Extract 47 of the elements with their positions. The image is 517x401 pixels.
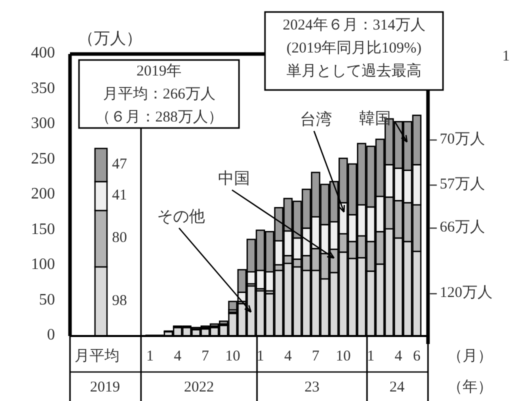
text: 台湾 (300, 110, 332, 129)
x-tick-label: 4 (284, 348, 292, 364)
x-tick-label: 7 (312, 348, 320, 364)
x-tick-label: 月平均 (74, 347, 120, 364)
x-tick-label: 4 (394, 348, 403, 364)
data-label: 41 (112, 187, 127, 204)
y-axis-title: （万人） (78, 30, 142, 48)
text: 2022 (184, 379, 214, 396)
y-tick-label: 100 (31, 256, 55, 274)
annotation: 70万人 (440, 131, 485, 148)
x-tick-label: 1 (367, 348, 375, 364)
x-tick-label: 6 (413, 348, 422, 364)
annotation: 120万人 (440, 285, 492, 302)
text: 23 (304, 379, 320, 396)
annotation: （６月：288万人） (95, 109, 223, 126)
data-label: 80 (112, 230, 127, 246)
data-label: 47 (112, 156, 128, 172)
x-tick-label: 4 (174, 348, 182, 364)
annotation: 66万人 (440, 220, 485, 236)
y-tick-label: 400 (31, 44, 55, 62)
x-tick-label: 7 (201, 348, 210, 364)
y-tick-label: 50 (39, 291, 55, 308)
annotation: 単月として過去最高 (286, 62, 422, 80)
text: 1 (502, 48, 510, 64)
text: 2019 (90, 379, 120, 396)
series-label: 韓国 (359, 110, 391, 128)
y-tick-label: 0 (47, 326, 55, 344)
text: その他 (157, 208, 205, 226)
y-tick-label: 300 (31, 115, 55, 132)
text: 24 (390, 379, 405, 396)
y-tick-label: 200 (31, 186, 55, 203)
y-tick-label: 250 (31, 150, 55, 168)
x-axis-title: （月） (448, 348, 492, 364)
data-label: 98 (112, 292, 127, 309)
x-tick-label: 1 (256, 348, 264, 364)
y-tick-label: 350 (31, 80, 55, 97)
text: 中国 (218, 170, 250, 188)
annotation: 2019年 (136, 62, 182, 80)
x-tick-label: 10 (336, 348, 351, 364)
annotation: 月平均：266万人 (102, 85, 216, 102)
text: 2024年６月：314万人 (282, 16, 426, 34)
y-tick-label: 150 (31, 220, 55, 238)
annotation: 57万人 (440, 176, 485, 193)
annotation: (2019年同月比109%) (286, 39, 422, 56)
x-tick-label: 10 (225, 348, 240, 364)
text: （年） (448, 378, 492, 396)
x-tick-label: 1 (146, 348, 154, 364)
